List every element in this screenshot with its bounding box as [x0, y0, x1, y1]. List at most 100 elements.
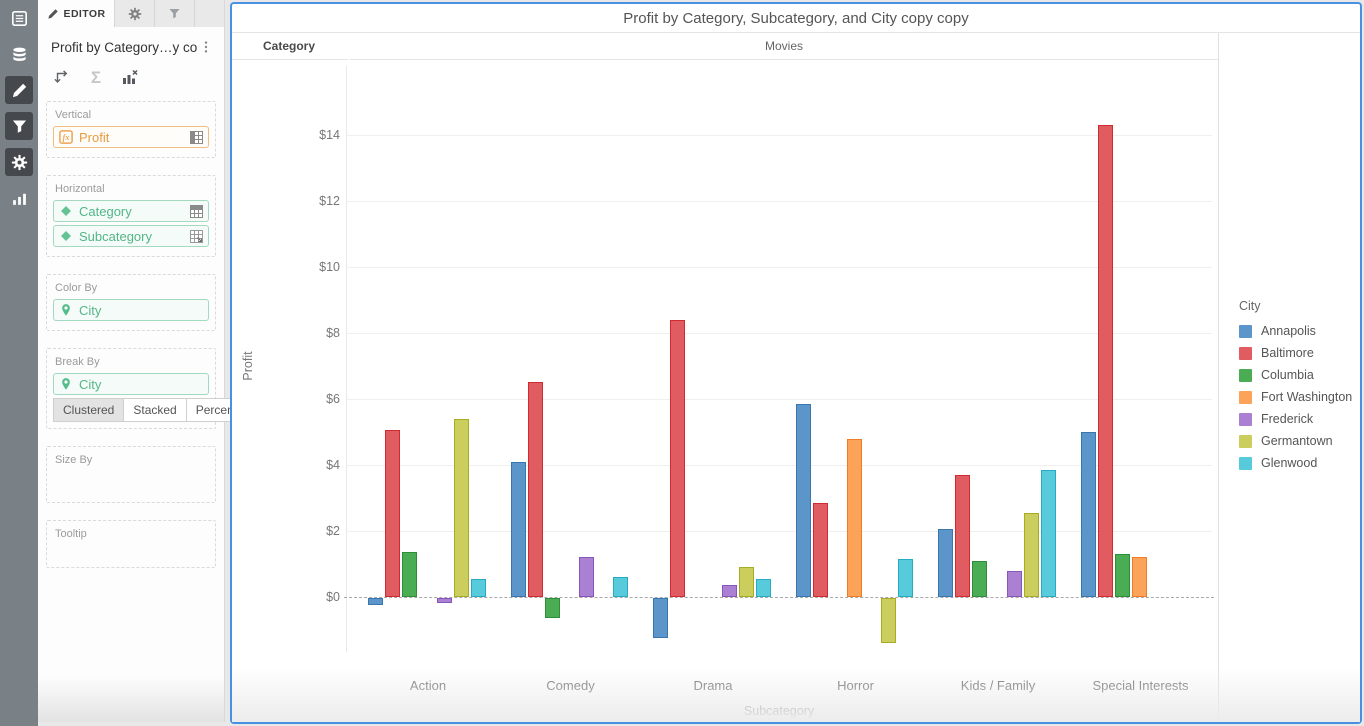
- visualization-name: Profit by Category…y copy: [51, 39, 198, 55]
- field-chip-subcategory[interactable]: Subcategory: [53, 225, 209, 247]
- bar-baltimore-4[interactable]: [955, 475, 970, 597]
- bar-fort-washington-3[interactable]: [847, 439, 862, 597]
- pencil-icon: [47, 8, 58, 19]
- tab-format[interactable]: [115, 0, 155, 27]
- tab-editor[interactable]: EDITOR: [38, 0, 115, 27]
- left-toolbar: [0, 0, 38, 726]
- field-chip-city-color[interactable]: City: [53, 299, 209, 321]
- field-chip-city-break[interactable]: City: [53, 373, 209, 395]
- legend-item-fort-washington[interactable]: Fort Washington: [1239, 386, 1352, 408]
- drop-zone-color-by[interactable]: Color By City: [46, 274, 216, 331]
- field-chip-label: Category: [79, 203, 132, 219]
- bar-annapolis-1[interactable]: [511, 462, 526, 597]
- bar-baltimore-5[interactable]: [1098, 125, 1113, 597]
- legend-swatch: [1239, 456, 1252, 470]
- gridline: [346, 267, 1212, 268]
- break-by-mode-switch: Clustered Stacked Percent: [53, 398, 248, 422]
- bar-columbia-0[interactable]: [402, 552, 417, 597]
- legend-label: Fort Washington: [1261, 390, 1353, 404]
- field-chip-profit[interactable]: fx Profit: [53, 126, 209, 148]
- legend-swatch: [1239, 412, 1252, 426]
- bar-baltimore-1[interactable]: [528, 382, 543, 597]
- grid-menu-icon[interactable]: [190, 130, 203, 144]
- attribute-diamond-icon: [61, 206, 71, 216]
- gear-icon: [128, 7, 141, 20]
- x-tick-label: Action: [409, 678, 447, 693]
- y-tick-label: $10: [319, 260, 340, 274]
- drop-zone-tooltip[interactable]: Tooltip: [46, 520, 216, 568]
- drop-zone-horizontal[interactable]: Horizontal Category Subcategory: [46, 175, 216, 257]
- column-header-value[interactable]: Movies: [350, 33, 1218, 60]
- legend-label: Columbia: [1261, 368, 1314, 382]
- bar-glenwood-2[interactable]: [756, 579, 771, 597]
- bar-frederick-0[interactable]: [437, 598, 452, 603]
- bar-annapolis-5[interactable]: [1081, 432, 1096, 597]
- fx-metric-icon: fx: [59, 130, 73, 144]
- drop-zone-label: Color By: [55, 282, 98, 294]
- grid-menu-icon[interactable]: [190, 204, 203, 218]
- bar-baltimore-2[interactable]: [670, 320, 685, 597]
- editor-panel: EDITOR Profit by Category…y copy Σ: [38, 0, 248, 722]
- format-gear-icon[interactable]: [5, 148, 33, 176]
- filter-panel-icon[interactable]: [5, 112, 33, 140]
- bar-annapolis-0[interactable]: [368, 598, 383, 605]
- drop-zone-size-by[interactable]: Size By: [46, 446, 216, 503]
- bar-frederick-2[interactable]: [722, 585, 737, 597]
- bar-glenwood-4[interactable]: [1041, 470, 1056, 597]
- remove-metric-icon[interactable]: [120, 67, 140, 87]
- bar-annapolis-3[interactable]: [796, 404, 811, 597]
- bar-annapolis-2[interactable]: [653, 598, 668, 638]
- sigma-icon[interactable]: Σ: [90, 67, 102, 87]
- legend-item-annapolis[interactable]: Annapolis: [1239, 320, 1316, 342]
- editor-toolbar: Σ: [38, 61, 224, 97]
- drop-zone-label: Vertical: [55, 109, 92, 121]
- bar-glenwood-0[interactable]: [471, 579, 486, 597]
- column-header-category[interactable]: Category: [232, 33, 348, 60]
- bar-annapolis-4[interactable]: [938, 529, 953, 597]
- field-chip-category[interactable]: Category: [53, 200, 209, 222]
- contents-icon[interactable]: [5, 4, 33, 32]
- bar-germantown-4[interactable]: [1024, 513, 1039, 597]
- legend-label: Annapolis: [1261, 324, 1316, 338]
- tab-filter[interactable]: [155, 0, 195, 27]
- gridline: [346, 333, 1212, 334]
- more-options-icon[interactable]: [198, 39, 214, 55]
- bar-baltimore-3[interactable]: [813, 503, 828, 597]
- legend-item-glenwood[interactable]: Glenwood: [1239, 452, 1317, 474]
- visualization-gallery-icon[interactable]: [5, 184, 33, 212]
- bar-glenwood-1[interactable]: [613, 577, 628, 597]
- bar-germantown-2[interactable]: [739, 567, 754, 597]
- x-tick-label: Special Interests: [1092, 678, 1189, 693]
- bar-baltimore-0[interactable]: [385, 430, 400, 597]
- bar-glenwood-3[interactable]: [898, 559, 913, 597]
- bar-columbia-5[interactable]: [1115, 554, 1130, 597]
- field-chip-label: City: [79, 376, 102, 392]
- mode-stacked-button[interactable]: Stacked: [123, 398, 187, 422]
- drop-zone-break-by[interactable]: Break By City Clustered Stacked Percent: [46, 348, 248, 429]
- legend-item-columbia[interactable]: Columbia: [1239, 364, 1314, 386]
- legend-label: Glenwood: [1261, 456, 1318, 470]
- bar-germantown-3[interactable]: [881, 598, 896, 643]
- bar-fort-washington-5[interactable]: [1132, 557, 1147, 597]
- bar-frederick-4[interactable]: [1007, 571, 1022, 597]
- bar-chart-visualization[interactable]: Profit by Category, Subcategory, and Cit…: [230, 2, 1362, 724]
- bar-columbia-1[interactable]: [545, 598, 560, 618]
- swap-axes-icon[interactable]: [52, 67, 72, 87]
- edit-icon[interactable]: [5, 76, 33, 104]
- mode-clustered-button[interactable]: Clustered: [53, 398, 125, 422]
- bar-frederick-1[interactable]: [579, 557, 594, 597]
- x-tick-label: Comedy: [546, 678, 595, 693]
- datasets-icon[interactable]: [5, 40, 33, 68]
- funnel-icon: [169, 8, 180, 19]
- legend-swatch: [1239, 434, 1252, 448]
- drop-zone-label: Tooltip: [55, 528, 87, 540]
- legend-item-baltimore[interactable]: Baltimore: [1239, 342, 1314, 364]
- legend-item-frederick[interactable]: Frederick: [1239, 408, 1313, 430]
- grid-menu-icon[interactable]: [190, 229, 203, 243]
- legend-item-germantown[interactable]: Germantown: [1239, 430, 1333, 452]
- drop-zone-vertical[interactable]: Vertical fx Profit: [46, 101, 216, 158]
- bar-columbia-4[interactable]: [972, 561, 987, 597]
- bar-germantown-0[interactable]: [454, 419, 469, 597]
- legend-title: City: [1239, 299, 1261, 313]
- legend-label: Frederick: [1261, 412, 1314, 426]
